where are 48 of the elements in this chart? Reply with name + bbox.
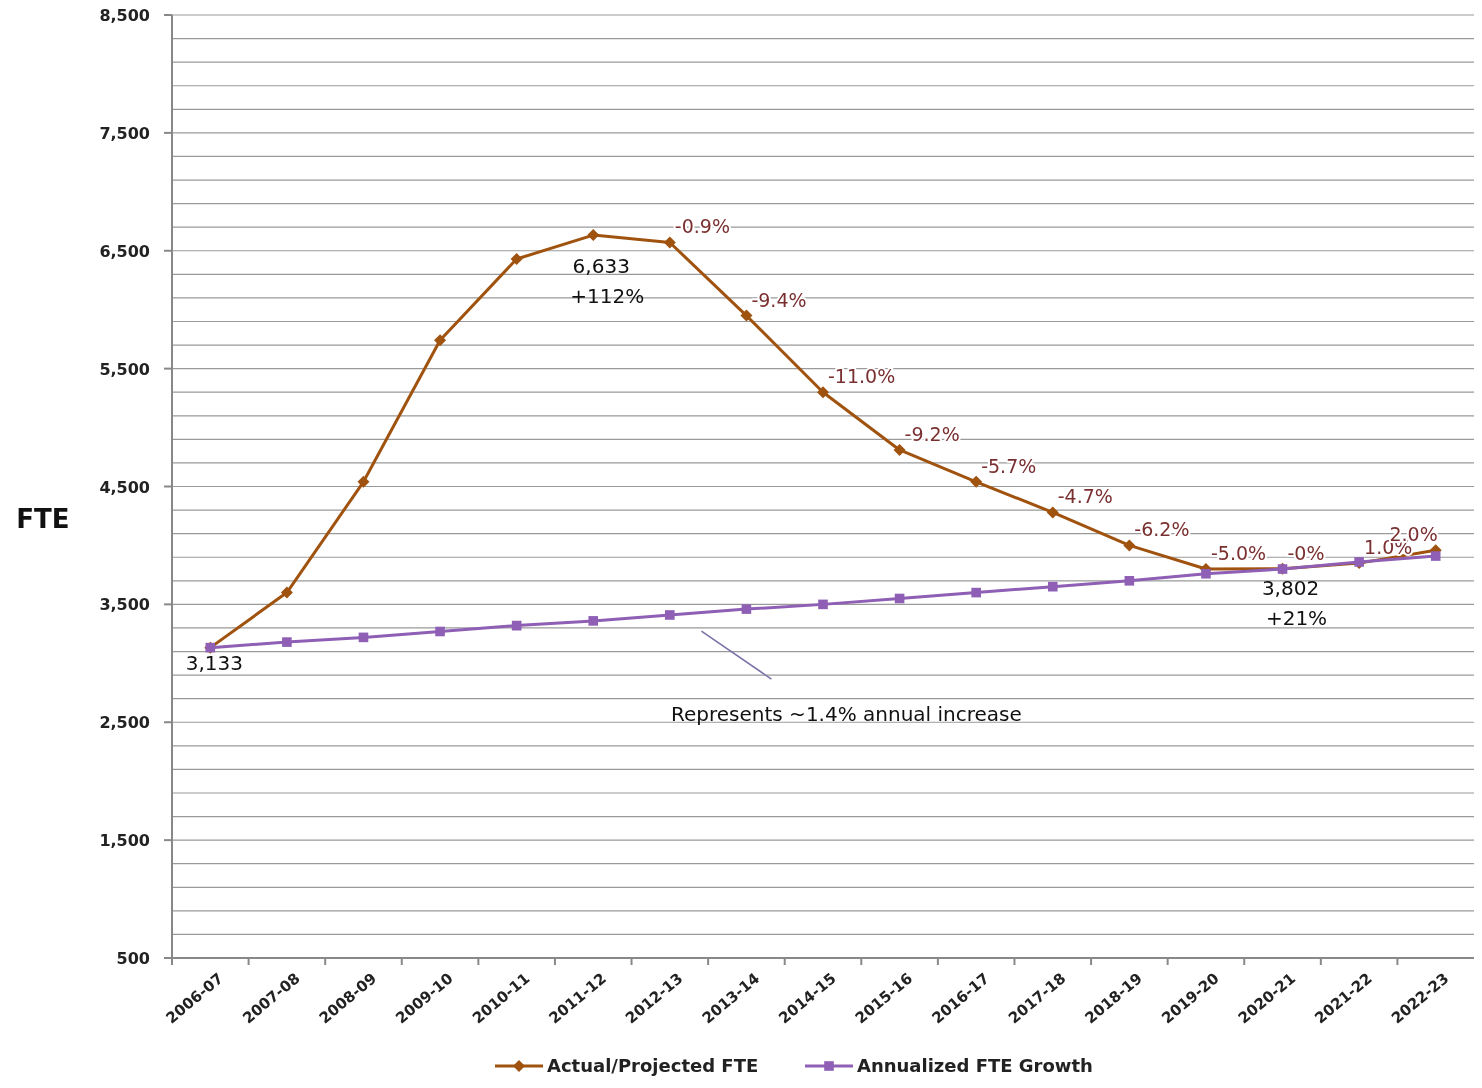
annotation: 6,633 +112% <box>570 254 645 309</box>
annotation: -4.7% <box>1057 485 1113 508</box>
annotation: -0% <box>1287 541 1325 564</box>
point <box>970 475 983 488</box>
point <box>665 610 675 620</box>
point <box>435 626 445 637</box>
point <box>1046 506 1059 519</box>
point <box>434 334 447 347</box>
annotation: -5.0% <box>1210 542 1267 565</box>
point <box>1201 568 1211 579</box>
annotation: -6.2% <box>1134 518 1190 541</box>
y-tick-label: 6,500 <box>99 241 150 261</box>
annotation: -5.7% <box>981 454 1037 477</box>
annotation: -0.9% <box>674 215 730 238</box>
annotation: 3,802 +21% <box>1261 575 1328 630</box>
annotation: -9.2% <box>904 422 960 445</box>
point <box>587 229 600 242</box>
legend-label: Actual/Projected FTE <box>547 1055 759 1076</box>
point <box>741 604 752 614</box>
annotation: 3,133 <box>185 650 243 675</box>
point <box>971 587 981 598</box>
point <box>357 475 370 488</box>
point <box>740 309 753 322</box>
legend-label: Annualized FTE Growth <box>857 1055 1093 1076</box>
point <box>817 386 829 399</box>
point <box>663 236 676 249</box>
point <box>588 616 599 626</box>
y-tick-label: 5,500 <box>99 359 150 379</box>
annotation: -11.0% <box>828 365 896 388</box>
point <box>280 586 293 599</box>
y-tick-label: 7,500 <box>99 123 150 143</box>
point <box>1124 576 1135 586</box>
y-tick-label: 3,500 <box>99 595 150 615</box>
annotation: -9.4% <box>751 288 807 311</box>
annotation: Represents ~1.4% annual increase <box>671 702 1022 727</box>
point <box>818 599 828 610</box>
y-tick-label: 1,500 <box>99 831 150 851</box>
point <box>1047 581 1058 592</box>
point <box>510 253 523 265</box>
point <box>282 637 292 647</box>
point <box>1123 539 1136 552</box>
y-tick-label: 4,500 <box>99 477 150 497</box>
point <box>1430 551 1441 561</box>
y-tick-label: 500 <box>116 949 150 968</box>
y-tick-label: 8,500 <box>99 6 150 25</box>
y-tick-label: 2,500 <box>99 713 150 733</box>
y-axis-title: FTE <box>16 504 70 534</box>
point <box>893 443 906 456</box>
